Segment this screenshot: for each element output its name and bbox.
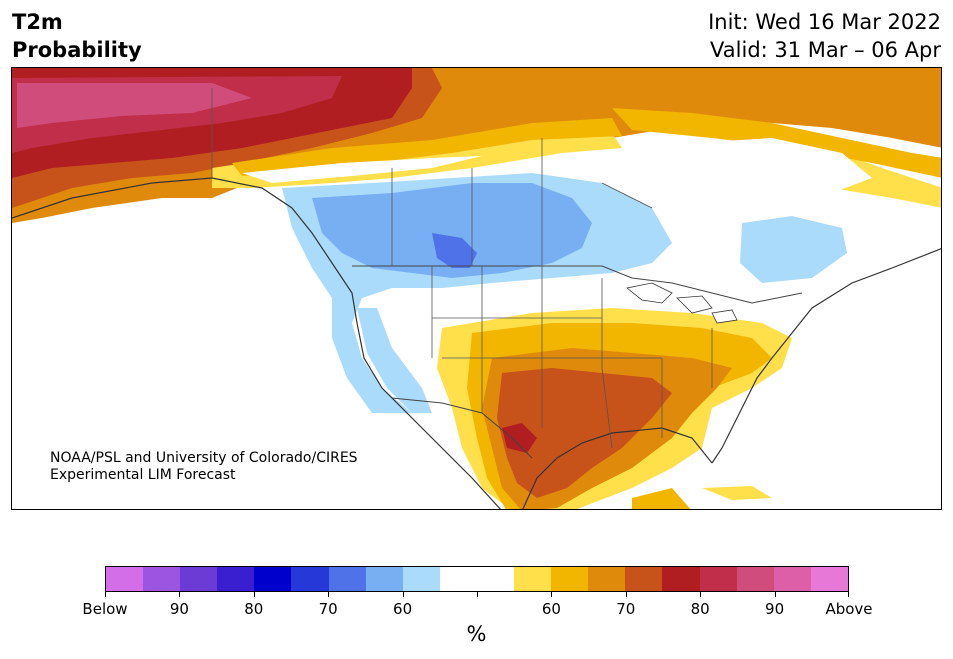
province-lines (211, 88, 653, 266)
colorbar-tick (328, 592, 330, 597)
colorbar-cell (810, 567, 848, 591)
colorbar-cell (402, 567, 440, 591)
colorbar-cell (143, 567, 181, 591)
colorbar-cell (217, 567, 255, 591)
colorbar-cell (254, 567, 292, 591)
colorbar-cell (180, 567, 218, 591)
colorbar-tick-label: 60 (393, 600, 413, 618)
forecast-dates: Init: Wed 16 Mar 2022 Valid: 31 Mar – 06… (708, 8, 941, 64)
cold-region-blue (432, 233, 477, 268)
colorbar-tick-label: Above (825, 600, 873, 618)
warm-region-alaska-pink (17, 83, 252, 128)
colorbar-tick (477, 592, 478, 597)
colorbar-cell (551, 567, 589, 591)
warm-region-mexico-gold (632, 488, 691, 509)
colorbar-cell (291, 567, 329, 591)
colorbar-cell (328, 567, 366, 591)
colorbar-tick-label: 70 (616, 600, 636, 618)
colorbar-ticks: Below 90 80 70 60 60 70 80 90 Above (82, 592, 873, 618)
colorbar-tick (402, 592, 404, 597)
warm-region-south-darkorange (497, 368, 672, 498)
colorbar-tick (848, 592, 849, 597)
colorbar-tick (105, 592, 106, 597)
cold-region-quebec (740, 216, 847, 283)
title-line-2: Probability (12, 38, 142, 62)
coastline-atlantic (711, 248, 941, 464)
colorbar-cell (699, 567, 737, 591)
colorbar-cell (439, 567, 477, 591)
white-hudson (692, 138, 872, 198)
colorbar-tick-label: 80 (244, 600, 264, 618)
colorbar-cell (773, 567, 811, 591)
colorbar-tick-label: 80 (690, 600, 710, 618)
colorbar-tick-label: 90 (169, 600, 189, 618)
init-date: Init: Wed 16 Mar 2022 (708, 10, 941, 34)
warm-region-yukon-gold (232, 118, 622, 176)
colorbar-tick-label: 70 (318, 600, 338, 618)
colorbar-cell (514, 567, 552, 591)
map-credit: NOAA/PSL and University of Colorado/CIRE… (50, 450, 358, 484)
great-lakes (626, 282, 738, 324)
credit-line-2: Experimental LIM Forecast (50, 467, 236, 483)
colorbar-cell (476, 567, 515, 591)
colorbar-tick-label: 90 (765, 600, 785, 618)
warm-region-northeast-orange (632, 68, 941, 148)
probability-colorbar (105, 566, 849, 592)
colorbar-cell (625, 567, 663, 591)
border-canada-us (352, 265, 803, 304)
probability-map (12, 68, 941, 509)
warm-region-texas-red (502, 423, 537, 453)
colorbar-unit: % (466, 622, 487, 646)
credit-line-1: NOAA/PSL and University of Colorado/CIRE… (50, 450, 358, 466)
cold-region-west-coast (357, 308, 432, 413)
colorbar-tick-label: 60 (541, 600, 561, 618)
colorbar-tick-label: Below (82, 600, 128, 618)
colorbar-tick (774, 592, 776, 597)
warm-region-cuba (702, 486, 772, 500)
map-title: T2m Probability (12, 8, 142, 64)
title-line-1: T2m (12, 10, 63, 34)
colorbar-tick (625, 592, 627, 597)
colorbar-cell (588, 567, 626, 591)
colorbar-tick (179, 592, 181, 597)
coastline-pacific (12, 177, 501, 509)
state-lines (431, 266, 713, 449)
map-panel: NOAA/PSL and University of Colorado/CIRE… (11, 67, 942, 510)
colorbar-cell (365, 567, 403, 591)
white-gap-yukon (242, 156, 482, 183)
coastline-gulf (522, 427, 713, 509)
colorbar-tick (700, 592, 702, 597)
colorbar-tick (551, 592, 553, 597)
colorbar-cell (736, 567, 774, 591)
colorbar-cell (106, 567, 144, 591)
colorbar-cell (662, 567, 700, 591)
cold-region-skyblue (312, 183, 592, 278)
colorbar-tick (253, 592, 255, 597)
valid-range: Valid: 31 Mar – 06 Apr (710, 38, 941, 62)
